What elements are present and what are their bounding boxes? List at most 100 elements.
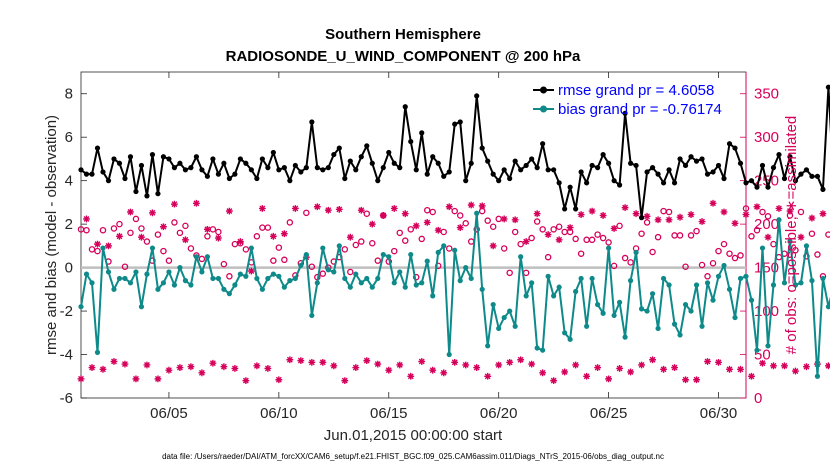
obs-assimilated-point	[588, 207, 596, 215]
bias-point	[627, 278, 634, 284]
obs-assimilated-point	[297, 357, 305, 365]
bias-point	[809, 278, 815, 284]
obs-assimilated-point	[308, 358, 316, 366]
obs-assimilated-point	[324, 206, 332, 214]
obs-possible-point	[555, 223, 563, 230]
chart-title: Southern Hemisphere	[325, 26, 481, 43]
rmse-point	[331, 151, 337, 158]
obs-assimilated-point	[368, 220, 376, 228]
obs-assimilated-point	[198, 369, 206, 377]
bias-point	[688, 308, 694, 314]
obs-assimilated-point	[242, 377, 250, 385]
obs-possible-point	[286, 219, 294, 226]
rmse-point	[726, 141, 733, 147]
bias-point	[622, 334, 628, 340]
obs-assimilated-point	[478, 202, 486, 210]
rmse-point	[578, 169, 584, 175]
obs-possible-point	[770, 240, 777, 248]
rmse-point	[474, 93, 480, 99]
y-tick-label: -6	[60, 390, 73, 407]
rmse-point	[765, 184, 771, 190]
obs-assimilated-markers	[77, 199, 830, 385]
bias-point	[254, 275, 260, 282]
bias-point	[314, 280, 320, 286]
obs-assimilated-point	[105, 242, 112, 250]
obs-possible-point	[610, 262, 618, 270]
rmse-point	[386, 149, 392, 156]
obs-possible-point	[533, 218, 541, 225]
rmse-point	[166, 156, 172, 162]
obs-assimilated-point	[825, 362, 830, 370]
rmse-point	[825, 84, 830, 90]
bias-point	[320, 245, 326, 251]
bias-point	[589, 275, 595, 282]
x-tick-label: 06/15	[370, 405, 408, 422]
bias-point	[177, 265, 183, 271]
rmse-point	[600, 151, 606, 158]
rmse-point	[501, 167, 507, 173]
bias-point	[573, 288, 579, 295]
y-tick-label: 2	[65, 216, 73, 233]
rmse-point	[677, 156, 683, 162]
rmse-point	[644, 169, 650, 175]
obs-assimilated-point	[193, 199, 200, 207]
obs-assimilated-point	[484, 372, 492, 380]
obs-assimilated-point	[231, 365, 239, 372]
rmse-point	[309, 119, 315, 125]
obs-assimilated-point	[385, 366, 393, 374]
obs-assimilated-point	[616, 365, 623, 372]
rmse-point	[94, 145, 101, 151]
rmse-point	[364, 143, 370, 149]
obs-assimilated-point	[253, 362, 261, 370]
obs-possible-point	[517, 240, 524, 248]
bias-point	[638, 306, 645, 312]
obs-possible-point	[99, 226, 107, 234]
obs-assimilated-point	[269, 232, 277, 240]
bias-point	[155, 286, 161, 292]
rmse-point	[413, 167, 419, 173]
obs-possible-point	[445, 245, 453, 252]
rmse-point	[748, 178, 755, 184]
rmse-point	[589, 162, 595, 169]
obs-assimilated-point	[77, 375, 85, 383]
bias-point	[479, 286, 485, 292]
rmse-point	[138, 162, 145, 169]
obs-possible-point	[127, 229, 134, 237]
obs-assimilated-point	[341, 377, 349, 385]
rmse-point	[704, 171, 711, 177]
rmse-point	[638, 215, 645, 221]
obs-assimilated-point	[753, 203, 761, 211]
obs-possible-point	[456, 212, 464, 219]
obs-possible-point	[797, 208, 805, 216]
bias-point	[595, 301, 601, 308]
obs-assimilated-point	[83, 215, 90, 223]
obs-assimilated-point	[748, 372, 755, 380]
rmse-point	[792, 178, 799, 184]
obs-assimilated-point	[715, 358, 722, 366]
rmse-point	[468, 160, 474, 166]
obs-possible-point	[489, 223, 497, 230]
bias-point	[144, 271, 150, 277]
rmse-point	[78, 167, 84, 173]
rmse-point	[254, 175, 260, 182]
obs-assimilated-point	[264, 365, 272, 372]
obs-possible-point	[275, 244, 283, 251]
obs-assimilated-point	[462, 361, 470, 369]
obs-assimilated-point	[506, 358, 514, 366]
rmse-point	[743, 180, 749, 186]
obs-assimilated-point	[127, 208, 134, 216]
obs-assimilated-point	[418, 358, 426, 365]
obs-assimilated-point	[731, 219, 739, 227]
obs-assimilated-point	[390, 205, 398, 212]
bias-point	[441, 243, 447, 249]
obs-assimilated-point	[621, 204, 629, 212]
rmse-point	[770, 165, 777, 171]
obs-possible-point	[110, 225, 118, 232]
obs-assimilated-point	[165, 366, 173, 374]
obs-assimilated-point	[682, 376, 689, 384]
rmse-point	[424, 171, 430, 177]
obs-possible-point	[500, 245, 508, 252]
obs-assimilated-point	[759, 359, 766, 367]
legend: rmse grand pr = 4.6058 bias grand pr = -…	[533, 82, 722, 118]
bias-point	[540, 347, 546, 353]
